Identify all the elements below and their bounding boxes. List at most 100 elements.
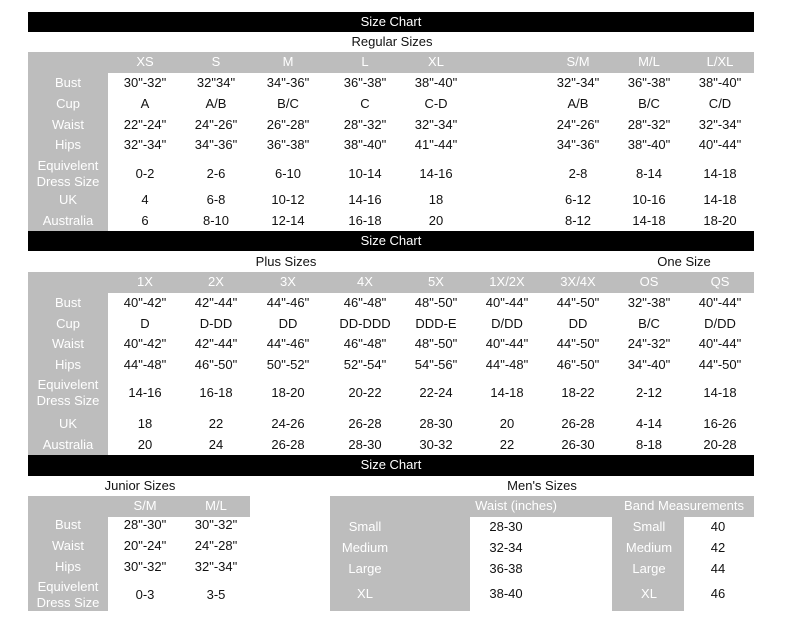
table-cell: 20	[428, 213, 444, 228]
row-label: Hips	[54, 137, 82, 152]
table-cell: 18-22	[561, 385, 595, 400]
mens-sizes-title: Men's Sizes	[507, 478, 577, 493]
junior-label-column	[28, 517, 108, 611]
table-cell: 42"-44"	[194, 295, 238, 310]
table-cell: 18-20	[271, 385, 305, 400]
size-header: L	[361, 54, 369, 69]
junior-sizes-title: Junior Sizes	[104, 478, 176, 493]
table-cell: 14-16	[348, 192, 382, 207]
table-cell: 8-12	[564, 213, 592, 228]
table-cell: 38"-40"	[627, 137, 671, 152]
table-cell: 44"-46"	[266, 336, 310, 351]
table-cell: 22"-24"	[123, 117, 167, 132]
table-cell: C-D	[424, 96, 448, 111]
size-header: 4X	[357, 274, 373, 289]
table-cell: 38"-40"	[414, 75, 458, 90]
table-cell: B/C	[638, 316, 660, 331]
table-cell: 6	[141, 213, 149, 228]
table-cell: 30"-32"	[194, 517, 238, 532]
table-cell: 2-8	[568, 166, 588, 181]
table-cell: 6-12	[564, 192, 592, 207]
table-cell: 54"-56"	[414, 357, 458, 372]
table-cell: 36-38	[489, 561, 523, 576]
table-cell: 44"-48"	[485, 357, 529, 372]
table-cell: 10-16	[632, 192, 666, 207]
table-cell: 14-16	[128, 385, 162, 400]
row-label: Hips	[54, 559, 82, 574]
table-cell: B/C	[277, 96, 299, 111]
table-cell: 22	[499, 437, 515, 452]
table-cell: D/DD	[491, 316, 523, 331]
row-label: Waist	[51, 336, 85, 351]
table-cell: 40	[710, 519, 726, 534]
table-cell: 18	[428, 192, 444, 207]
table-cell: 50"-52"	[266, 357, 310, 372]
row-label: Hips	[54, 357, 82, 372]
table-cell: 48"-50"	[414, 336, 458, 351]
table-cell: 44"-48"	[123, 357, 167, 372]
table-cell: 16-18	[348, 213, 382, 228]
row-label: Equivelent Dress Size	[36, 377, 100, 408]
row-label: Large	[632, 561, 666, 576]
table-cell: 18-20	[703, 213, 737, 228]
table-cell: DD	[568, 316, 588, 331]
table-cell: 40"-42"	[123, 295, 167, 310]
table-cell: 40"-44"	[485, 336, 529, 351]
table-cell: A/B	[205, 96, 227, 111]
table-cell: 44"-50"	[698, 357, 742, 372]
table-cell: 32"-34"	[698, 117, 742, 132]
row-label: XL	[357, 586, 373, 601]
table-cell: 40"-44"	[698, 295, 742, 310]
table-cell: 46	[710, 586, 726, 601]
table-cell: 24-26	[271, 416, 305, 431]
band-header: Band Measurements	[624, 498, 744, 513]
table-cell: 34"-40"	[627, 357, 671, 372]
size-header: XS	[136, 54, 154, 69]
junior-header-bg	[28, 496, 250, 517]
table-cell: 40"-44"	[698, 336, 742, 351]
regular-label-column	[28, 73, 108, 231]
table-cell: 4	[141, 192, 149, 207]
table-cell: DD	[278, 316, 298, 331]
table-cell: D-DD	[199, 316, 233, 331]
size-header: 5X	[428, 274, 444, 289]
table-cell: 40"-44"	[485, 295, 529, 310]
size-header: 3X	[280, 274, 296, 289]
size-header: XL	[428, 54, 444, 69]
table-cell: 22	[208, 416, 224, 431]
table-cell: 20-28	[703, 437, 737, 452]
row-label: XL	[641, 586, 657, 601]
table-cell: 32"-34"	[123, 137, 167, 152]
table-cell: 18	[137, 416, 153, 431]
table-cell: 8-10	[202, 213, 230, 228]
table-cell: 22-24	[419, 385, 453, 400]
size-header: M/L	[205, 498, 227, 513]
table-cell: 24"-26"	[556, 117, 600, 132]
table-cell: 38-40	[489, 586, 523, 601]
table-cell: 46"-48"	[343, 336, 387, 351]
table-cell: 46"-48"	[343, 295, 387, 310]
table-cell: B/C	[638, 96, 660, 111]
size-header: S	[211, 54, 221, 69]
table-cell: 26-28	[271, 437, 305, 452]
plus-header-bg	[28, 272, 754, 293]
table-cell: 14-18	[703, 192, 737, 207]
row-label: Equivelent Dress Size	[36, 579, 100, 610]
table-cell: 32-34	[489, 540, 523, 555]
size-header: M	[282, 54, 294, 69]
row-label: UK	[58, 192, 78, 207]
table-cell: 14-16	[419, 166, 453, 181]
table-cell: 28-30	[348, 437, 382, 452]
table-cell: 20"-24"	[123, 538, 167, 553]
table-cell: 26-28	[348, 416, 382, 431]
plus-sizes-title: Plus Sizes	[255, 254, 317, 269]
table-cell: 10-14	[348, 166, 382, 181]
table-cell: DDD-E	[415, 316, 457, 331]
row-label: Waist	[51, 117, 85, 132]
table-cell: 34"-36"	[194, 137, 238, 152]
row-label: Bust	[54, 75, 82, 90]
table-cell: 24"-28"	[194, 538, 238, 553]
row-label: UK	[58, 416, 78, 431]
table-cell: 32"-34"	[194, 559, 238, 574]
size-header: M/L	[638, 54, 660, 69]
